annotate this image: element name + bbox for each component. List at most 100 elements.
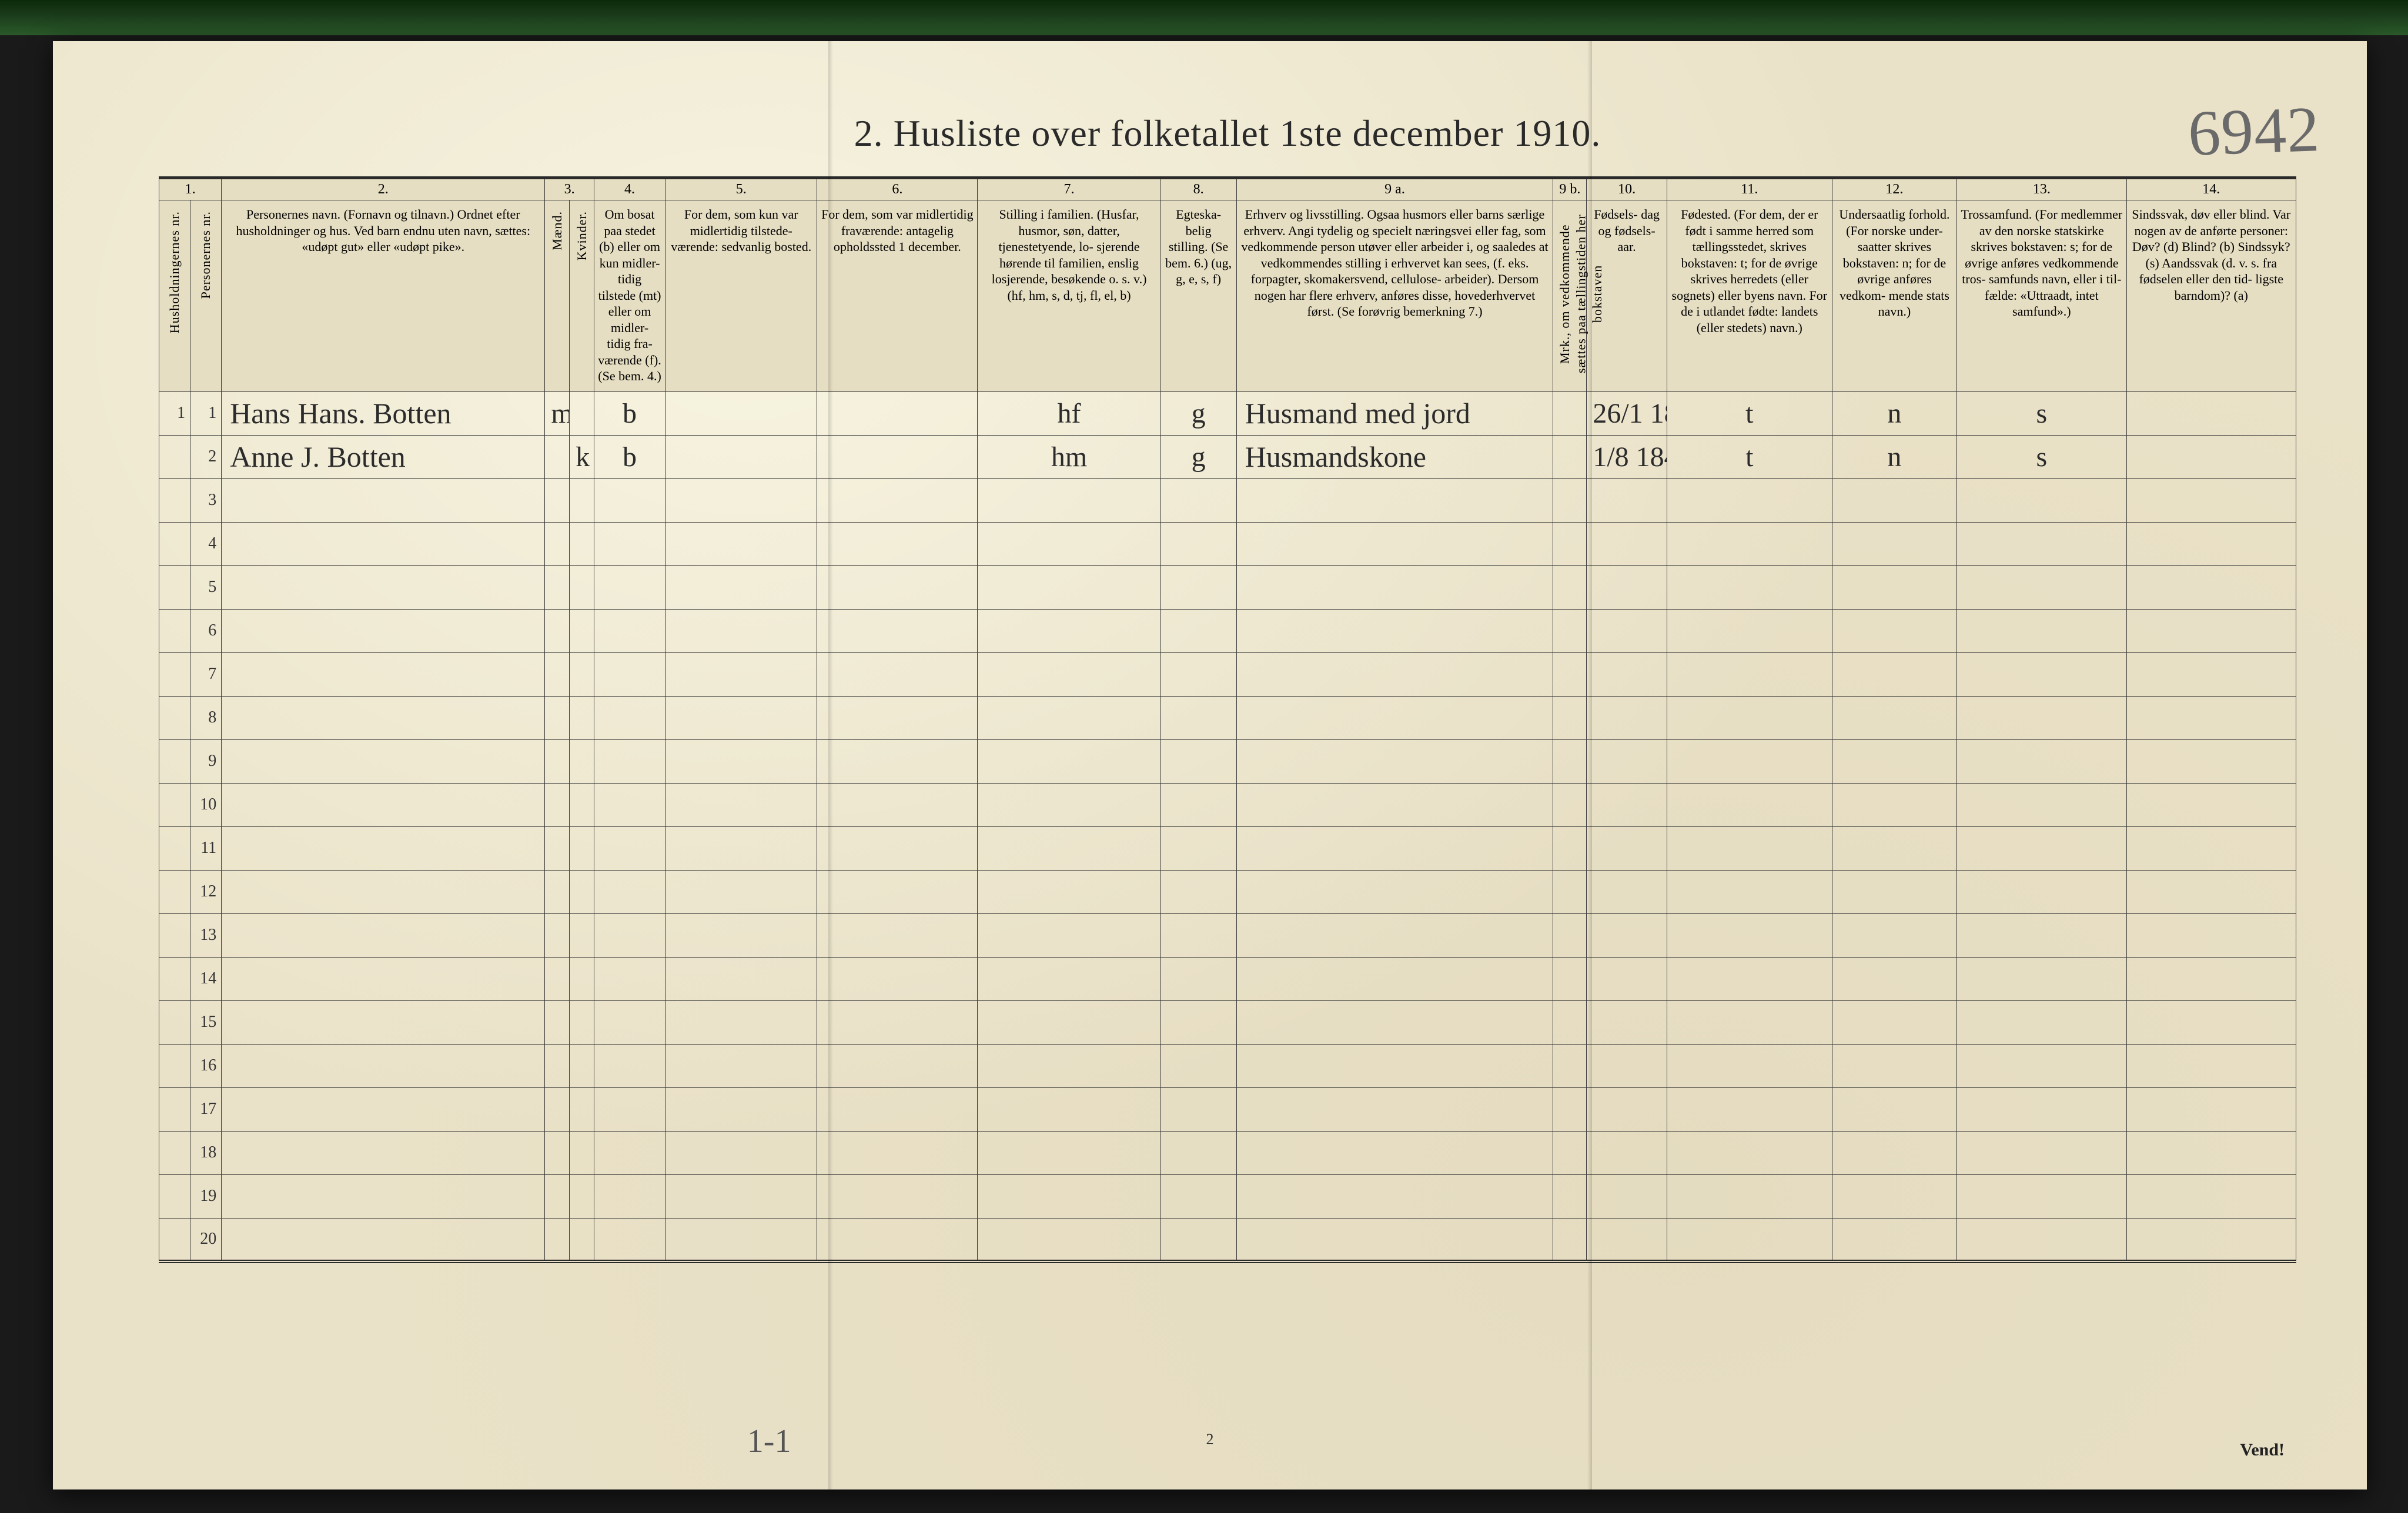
cell-household-no: 1 bbox=[159, 391, 190, 435]
cell-empty bbox=[594, 652, 665, 696]
cell-empty bbox=[1832, 696, 1956, 739]
cell-temp-present bbox=[665, 435, 817, 478]
cell-empty bbox=[665, 739, 817, 783]
cell-empty bbox=[1236, 1174, 1553, 1218]
cell-empty bbox=[1667, 739, 1832, 783]
cell-empty bbox=[817, 478, 978, 522]
cell-empty bbox=[222, 913, 545, 957]
cell-name: Anne J. Botten bbox=[222, 435, 545, 478]
cell-empty bbox=[978, 565, 1160, 609]
cell-empty bbox=[594, 1131, 665, 1174]
cell-person-no: 16 bbox=[190, 1044, 222, 1087]
cell-empty bbox=[2126, 1087, 2296, 1131]
cell-empty bbox=[1957, 1131, 2126, 1174]
cell-empty bbox=[817, 913, 978, 957]
cell-empty bbox=[1957, 913, 2126, 957]
cell-empty bbox=[1236, 739, 1553, 783]
colnum-5: 5. bbox=[665, 178, 817, 200]
cell-person-no: 1 bbox=[190, 391, 222, 435]
cell-empty bbox=[665, 783, 817, 826]
table-row: 15 bbox=[159, 1000, 2296, 1044]
cell-empty bbox=[978, 1044, 1160, 1087]
cell-empty bbox=[1957, 826, 2126, 870]
cell-empty bbox=[2126, 565, 2296, 609]
cell-temp-absent bbox=[817, 391, 978, 435]
census-table: 1. 2. 3. 4. 5. 6. 7. 8. 9 a. 9 b. 10. 11… bbox=[159, 176, 2296, 1263]
cell-person-no: 14 bbox=[190, 957, 222, 1000]
cell-empty bbox=[570, 522, 594, 565]
cell-empty bbox=[1587, 1218, 1667, 1261]
cell-person-no: 5 bbox=[190, 565, 222, 609]
cell-empty bbox=[570, 1000, 594, 1044]
cell-empty bbox=[594, 739, 665, 783]
table-row: 5 bbox=[159, 565, 2296, 609]
cell-empty bbox=[594, 783, 665, 826]
cell-empty bbox=[1832, 870, 1956, 913]
hdr-person-no: Personernes nr. bbox=[190, 200, 222, 392]
hdr-family-pos: Stilling i familien. (Husfar, husmor, sø… bbox=[978, 200, 1160, 392]
cell-empty bbox=[1236, 1044, 1553, 1087]
colnum-9a: 9 a. bbox=[1236, 178, 1553, 200]
table-row: 13 bbox=[159, 913, 2296, 957]
cell-empty bbox=[570, 957, 594, 1000]
table-row: 9 bbox=[159, 739, 2296, 783]
cell-empty bbox=[978, 1218, 1160, 1261]
cell-empty bbox=[665, 652, 817, 696]
cell-empty bbox=[545, 826, 570, 870]
cell-empty bbox=[222, 1087, 545, 1131]
cell-empty bbox=[1832, 522, 1956, 565]
cell-empty bbox=[1553, 652, 1587, 696]
cell-empty bbox=[545, 1174, 570, 1218]
cell-empty bbox=[1667, 652, 1832, 696]
cell-person-no: 20 bbox=[190, 1218, 222, 1261]
cell-empty bbox=[665, 957, 817, 1000]
cell-empty bbox=[1553, 565, 1587, 609]
cell-empty bbox=[1957, 1044, 2126, 1087]
cell-empty bbox=[545, 957, 570, 1000]
cell-person-no: 17 bbox=[190, 1087, 222, 1131]
table-row: 19 bbox=[159, 1174, 2296, 1218]
cell-household-no bbox=[159, 435, 190, 478]
cell-household-no bbox=[159, 957, 190, 1000]
cell-household-no bbox=[159, 1044, 190, 1087]
cell-empty bbox=[1587, 696, 1667, 739]
page-number: 2 bbox=[53, 1431, 2367, 1448]
cell-empty bbox=[1587, 609, 1667, 652]
cell-person-no: 3 bbox=[190, 478, 222, 522]
cell-empty bbox=[570, 783, 594, 826]
cell-empty bbox=[594, 478, 665, 522]
cell-birth: 1/8 1846 bbox=[1587, 435, 1667, 478]
table-row: 2Anne J. BottenkbhmgHusmandskone1/8 1846… bbox=[159, 435, 2296, 478]
cell-person-no: 4 bbox=[190, 522, 222, 565]
cell-empty bbox=[1957, 696, 2126, 739]
cell-empty bbox=[570, 1174, 594, 1218]
cell-empty bbox=[1832, 783, 1956, 826]
cell-empty bbox=[1160, 870, 1236, 913]
cell-empty bbox=[222, 1218, 545, 1261]
cell-empty bbox=[570, 478, 594, 522]
cell-person-no: 11 bbox=[190, 826, 222, 870]
cell-empty bbox=[1236, 1000, 1553, 1044]
cell-empty bbox=[1667, 522, 1832, 565]
cell-name: Hans Hans. Botten bbox=[222, 391, 545, 435]
turn-over-label: Vend! bbox=[2240, 1440, 2285, 1460]
cell-empty bbox=[1832, 1131, 1956, 1174]
cell-empty bbox=[817, 652, 978, 696]
cell-empty bbox=[2126, 652, 2296, 696]
cell-empty bbox=[1236, 783, 1553, 826]
cell-empty bbox=[1957, 565, 2126, 609]
cell-household-no bbox=[159, 1174, 190, 1218]
cell-empty bbox=[1957, 1000, 2126, 1044]
hdr-name: Personernes navn. (Fornavn og tilnavn.) … bbox=[222, 200, 545, 392]
cell-empty bbox=[594, 609, 665, 652]
cell-empty bbox=[570, 1131, 594, 1174]
cell-empty bbox=[2126, 913, 2296, 957]
cell-family-pos: hm bbox=[978, 435, 1160, 478]
cell-empty bbox=[2126, 696, 2296, 739]
cell-empty bbox=[1587, 522, 1667, 565]
cell-empty bbox=[817, 957, 978, 1000]
cell-religion: s bbox=[1957, 391, 2126, 435]
cell-marital: g bbox=[1160, 435, 1236, 478]
cell-empty bbox=[1553, 957, 1587, 1000]
cell-empty bbox=[222, 783, 545, 826]
